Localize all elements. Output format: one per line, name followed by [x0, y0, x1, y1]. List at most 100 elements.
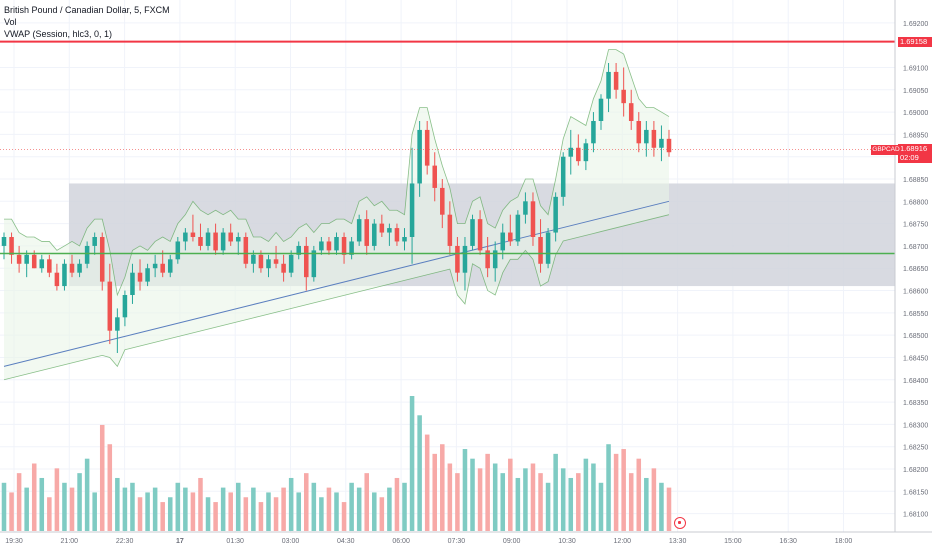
candle-body[interactable] [440, 187, 445, 215]
current-price-tag[interactable]: 1.68916 02:09 [898, 143, 932, 163]
candle-body[interactable] [311, 250, 317, 278]
candle-body[interactable] [387, 228, 392, 233]
horizontal-lines[interactable] [0, 40, 895, 255]
candle-body[interactable] [432, 165, 438, 188]
candle-body[interactable] [394, 228, 400, 242]
hline-price-tag[interactable]: 1.69158 [898, 36, 932, 47]
candle-body[interactable] [462, 245, 468, 273]
candle-body[interactable] [84, 245, 90, 264]
candle-body[interactable] [167, 259, 173, 273]
candle-body[interactable] [583, 143, 589, 162]
candle-body[interactable] [288, 254, 294, 273]
candle-body[interactable] [538, 237, 543, 264]
candle-body[interactable] [560, 156, 566, 197]
candle-body[interactable] [47, 259, 52, 273]
candle-body[interactable] [447, 214, 453, 246]
candle-body[interactable] [568, 147, 574, 157]
candle-body[interactable] [69, 263, 75, 273]
candle-body[interactable] [334, 237, 339, 251]
candle-body[interactable] [251, 254, 256, 264]
candle-body[interactable] [500, 232, 506, 251]
candle-body[interactable] [666, 138, 672, 153]
candle-body[interactable] [341, 237, 347, 255]
candle-body[interactable] [326, 241, 332, 251]
candle-body[interactable] [115, 317, 120, 331]
candle-body[interactable] [644, 129, 649, 144]
candle-body[interactable] [137, 272, 143, 282]
candle-body[interactable] [16, 254, 22, 264]
candle-body[interactable] [99, 237, 105, 282]
candle-body[interactable] [530, 201, 536, 237]
candle-body[interactable] [235, 237, 241, 242]
candle-body[interactable] [598, 98, 604, 121]
candle-body[interactable] [659, 138, 664, 148]
candle-body[interactable] [183, 232, 188, 242]
alert-icon[interactable] [674, 517, 686, 529]
candle-body[interactable] [319, 241, 324, 251]
candle-body[interactable] [304, 245, 309, 278]
candle-body[interactable] [508, 232, 513, 242]
candle-body[interactable] [402, 237, 407, 242]
candle-body[interactable] [591, 121, 596, 144]
candle-body[interactable] [651, 129, 657, 148]
candle-body[interactable] [576, 147, 581, 162]
candle-body[interactable] [122, 295, 128, 318]
candle-body[interactable] [372, 223, 377, 246]
vol-indicator-label[interactable]: Vol [4, 17, 17, 27]
candle-body[interactable] [62, 263, 67, 287]
candle-body[interactable] [1, 237, 7, 246]
candle-body[interactable] [39, 259, 45, 269]
candle-body[interactable] [152, 263, 158, 269]
candle-body[interactable] [9, 237, 14, 255]
x-axis[interactable]: 19:30 21:00 22:30 17 01:30 03:00 04:30 06:00 07:… [0, 531, 932, 545]
candle-body[interactable] [621, 89, 626, 104]
candle-body[interactable] [190, 232, 196, 237]
candle-body[interactable] [281, 263, 286, 273]
candle-body[interactable] [205, 232, 211, 246]
candle-body[interactable] [485, 250, 490, 269]
candle-body[interactable] [175, 241, 181, 260]
candle-body[interactable] [455, 245, 460, 273]
candle-body[interactable] [24, 254, 29, 264]
candle-body[interactable] [198, 237, 203, 246]
candle-body[interactable] [243, 237, 249, 264]
candle-body[interactable] [553, 196, 558, 233]
candle-body[interactable] [613, 71, 619, 90]
candle-body[interactable] [364, 219, 369, 246]
candle-body[interactable] [31, 254, 37, 269]
candle-body[interactable] [424, 129, 430, 166]
candle-body[interactable] [258, 254, 264, 269]
candle-body[interactable] [296, 245, 301, 255]
candle-body[interactable] [228, 232, 233, 242]
candle-body[interactable] [477, 219, 483, 251]
candle-body[interactable] [220, 232, 226, 251]
candle-body[interactable] [379, 223, 385, 233]
candle-body[interactable] [356, 219, 362, 242]
candle-body[interactable] [160, 263, 165, 273]
candle-body[interactable] [145, 268, 150, 282]
candle-body[interactable] [349, 241, 354, 255]
candle-body[interactable] [409, 183, 415, 237]
candle-body[interactable] [492, 250, 498, 269]
candle-body[interactable] [628, 103, 634, 121]
candle-body[interactable] [636, 121, 642, 144]
candle-body[interactable] [54, 272, 60, 287]
candle-body[interactable] [92, 237, 97, 246]
candle-body[interactable] [273, 259, 279, 264]
candle-body[interactable] [545, 232, 551, 264]
candle-body[interactable] [417, 129, 422, 184]
symbol-title[interactable]: British Pound / Canadian Dollar, 5, FXCM [4, 5, 170, 15]
candle-body[interactable] [213, 232, 218, 251]
candles[interactable] [1, 63, 672, 353]
candle-body[interactable] [107, 281, 113, 331]
candle-body[interactable] [77, 263, 82, 273]
candle-body[interactable] [523, 201, 528, 215]
candle-body[interactable] [130, 272, 135, 295]
candle-body[interactable] [470, 219, 475, 246]
y-axis[interactable]: 1.69200 1.69100 1.69050 1.69000 1.68950 1.689… [894, 0, 928, 532]
candle-body[interactable] [515, 214, 521, 242]
candle-body[interactable] [606, 71, 611, 99]
vwap-indicator-label[interactable]: VWAP (Session, hlc3, 0, 1) [4, 29, 113, 39]
